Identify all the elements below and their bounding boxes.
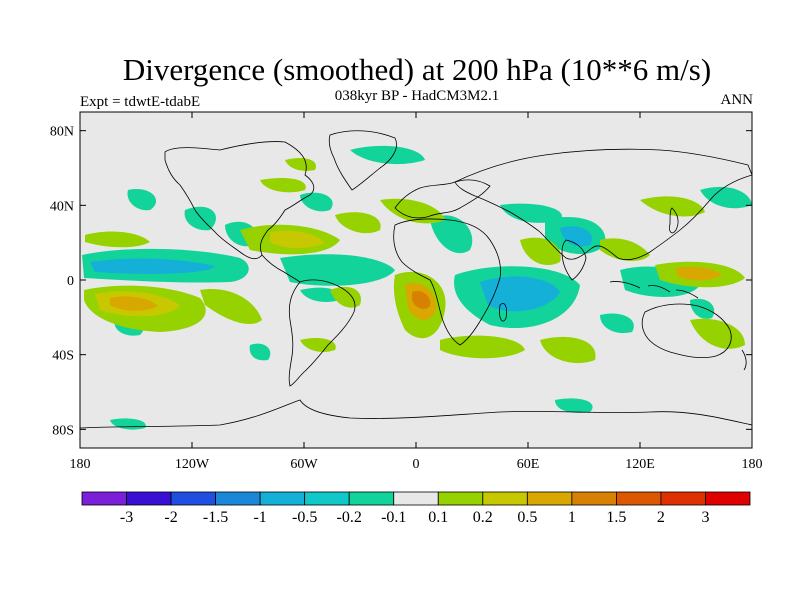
colorbar-label: -1 xyxy=(253,509,266,526)
coastline-indonesia xyxy=(609,281,699,299)
coastline-central-america xyxy=(261,254,301,283)
contour-positive-patch xyxy=(330,286,361,308)
coastline-north-america xyxy=(164,141,315,260)
colorbar-label: -1.5 xyxy=(203,509,228,526)
lon-tick-label: 180 xyxy=(70,457,91,472)
colorbar-swatch xyxy=(126,491,172,506)
colorbar-swatch xyxy=(393,491,439,506)
colorbar-swatch xyxy=(526,491,573,506)
colorbar-swatch xyxy=(304,491,350,506)
colorbar-label: 3 xyxy=(701,509,709,526)
coastline-japan xyxy=(669,207,679,234)
contour-negative-patch xyxy=(560,226,592,247)
contour-negative-patch xyxy=(500,203,562,223)
contour-negative-patch xyxy=(700,186,752,209)
contour-positive-patch xyxy=(540,336,596,364)
coastline-australia xyxy=(641,303,732,359)
lon-tick-label: 60E xyxy=(517,457,540,472)
longitude-axis: 180 120W 60W 0 60E 120E 180 xyxy=(70,112,763,472)
contour-positive-patch xyxy=(300,338,336,352)
lat-tick-label: 0 xyxy=(67,274,74,289)
contour-positive-patch xyxy=(640,196,705,217)
contour-negative-patch xyxy=(280,254,395,286)
map-subtitle: 038kyr BP - HadCM3M2.1 xyxy=(334,88,500,104)
contour-negative-patch xyxy=(127,189,157,211)
contour-negative-patch xyxy=(690,298,715,319)
colorbar-swatch xyxy=(437,491,484,506)
contour-positive-patch xyxy=(380,198,445,224)
contour-positive-patch xyxy=(260,178,306,193)
colorbar-label: 0.2 xyxy=(473,509,493,526)
colorbar-label: 1.5 xyxy=(606,509,626,526)
colorbar-swatch xyxy=(259,491,306,506)
coastline-new-zealand xyxy=(741,349,747,371)
season-label: ANN xyxy=(720,92,754,108)
contour-negative-patch xyxy=(555,398,593,413)
latitude-axis: 80N 40N 0 40S 80S xyxy=(50,125,752,438)
coastline-greenland xyxy=(328,130,397,191)
coastlines xyxy=(80,130,752,429)
colorbar-swatch xyxy=(348,491,395,506)
colorbar-swatch xyxy=(215,491,261,506)
colorbar-swatch xyxy=(571,491,617,506)
lon-tick-label: 60W xyxy=(290,457,318,472)
lat-tick-label: 80S xyxy=(52,423,74,438)
colorbar-label: -0.5 xyxy=(292,509,317,526)
coastline-south-america xyxy=(288,279,356,387)
experiment-label: Expt = tdwtE-tdabE xyxy=(80,94,201,110)
contour-positive-patch xyxy=(690,318,745,349)
colorbar-label: -0.2 xyxy=(337,509,362,526)
colorbar-label: 0.5 xyxy=(517,509,537,526)
colorbar-swatch xyxy=(616,491,662,506)
contour-positive-patch xyxy=(440,335,525,359)
contour-positive-patch xyxy=(412,290,431,309)
divergence-contours xyxy=(82,145,752,430)
contour-positive-patch xyxy=(335,212,381,234)
contour-positive-patch xyxy=(200,289,262,325)
colorbar-swatch xyxy=(482,491,528,506)
lat-tick-label: 40N xyxy=(50,199,74,214)
colorbar-swatch xyxy=(81,491,127,506)
lon-tick-label: 180 xyxy=(742,457,763,472)
colorbar-label: -3 xyxy=(120,509,133,526)
colorbar: -3 -2 -1.5 -1 -0.5 -0.2 -0.1 0.1 0.2 0.5 1 1.5 2 3 xyxy=(81,491,751,526)
contour-positive-patch xyxy=(285,158,316,171)
colorbar-swatch xyxy=(705,491,751,506)
coastline-madagascar xyxy=(499,303,508,322)
contour-negative-patch xyxy=(90,258,215,274)
lon-tick-label: 120E xyxy=(625,457,655,472)
contour-positive-patch xyxy=(270,230,325,249)
contour-negative-patch xyxy=(249,343,271,361)
map-title: Divergence (smoothed) at 200 hPa (10**6 … xyxy=(122,52,712,87)
colorbar-label: -0.1 xyxy=(381,509,406,526)
coastline-asia xyxy=(454,148,752,260)
lon-tick-label: 0 xyxy=(413,457,420,472)
colorbar-swatch xyxy=(170,491,216,506)
contour-negative-patch xyxy=(480,276,560,312)
colorbar-label: 0.1 xyxy=(428,509,448,526)
colorbar-swatch xyxy=(660,491,706,506)
contour-negative-patch xyxy=(184,206,216,231)
coastline-africa xyxy=(393,218,501,346)
contour-positive-patch xyxy=(675,266,722,281)
contour-negative-patch xyxy=(350,145,425,165)
colorbar-label: -2 xyxy=(164,509,177,526)
contour-negative-patch xyxy=(430,215,473,254)
coastline-india xyxy=(561,239,587,281)
lat-tick-label: 40S xyxy=(52,349,74,364)
contour-positive-patch xyxy=(520,237,561,266)
coastline-europe xyxy=(394,179,491,219)
contour-positive-patch xyxy=(600,238,650,262)
colorbar-label: 1 xyxy=(568,509,576,526)
lon-tick-label: 120W xyxy=(175,457,210,472)
contour-positive-patch xyxy=(85,231,150,248)
contour-negative-patch xyxy=(600,313,634,334)
colorbar-label: 2 xyxy=(657,509,665,526)
contour-positive-patch xyxy=(110,296,158,311)
coastline-antarctica xyxy=(80,399,752,429)
lat-tick-label: 80N xyxy=(50,125,74,140)
contour-negative-patch xyxy=(300,192,333,212)
